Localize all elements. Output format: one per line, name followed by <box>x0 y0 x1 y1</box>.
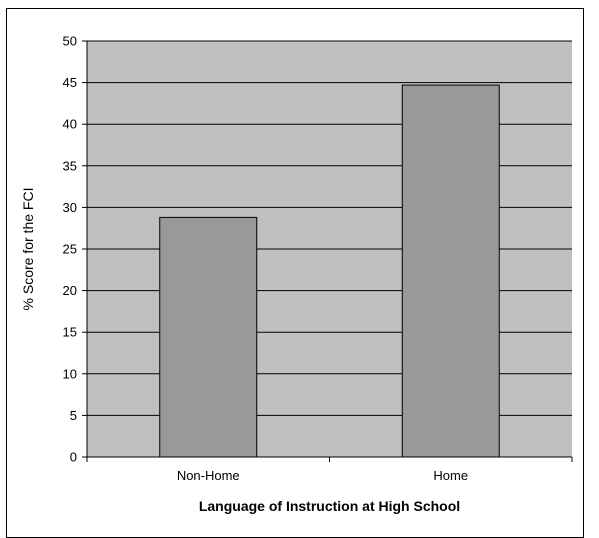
y-tick-label: 0 <box>70 450 77 465</box>
y-axis-title: % Score for the FCI <box>20 188 36 311</box>
y-tick-label: 5 <box>70 408 77 423</box>
x-axis-title: Language of Instruction at High School <box>199 498 460 514</box>
y-tick-label: 15 <box>63 325 77 340</box>
bars <box>159 84 500 458</box>
y-tick-label: 20 <box>63 283 77 298</box>
y-tick-label: 50 <box>63 34 77 49</box>
y-tick-label: 30 <box>63 200 77 215</box>
y-tick-label: 40 <box>63 117 77 132</box>
bar-chart: 0 5 10 15 20 25 30 35 40 45 50 Non-Home Home % Scor… <box>20 34 573 514</box>
y-tick-label: 35 <box>63 158 77 173</box>
x-axis-ticks: Non-Home Home <box>86 457 573 483</box>
x-tick-label: Non-Home <box>177 468 240 483</box>
y-tick-label: 45 <box>63 75 77 90</box>
bar-non-home <box>159 216 258 458</box>
y-axis-ticks: 0 5 10 15 20 25 30 35 40 45 50 <box>63 34 87 465</box>
x-tick-label: Home <box>433 468 468 483</box>
bar-home <box>401 84 500 458</box>
y-tick-label: 10 <box>63 366 77 381</box>
y-tick-label: 25 <box>63 242 77 257</box>
